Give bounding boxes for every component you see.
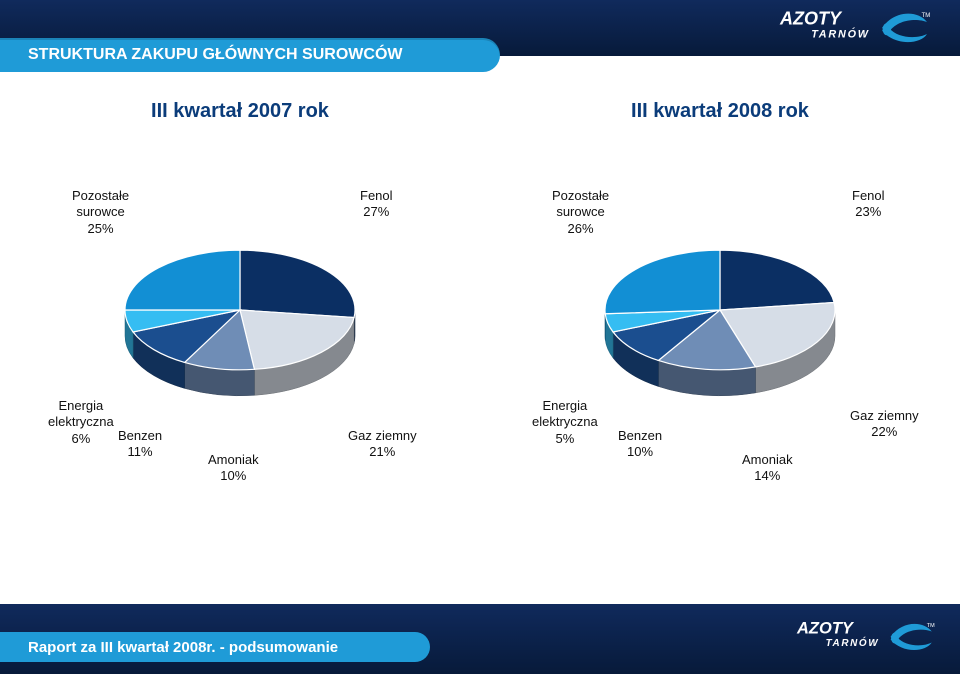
pie-slice [240, 250, 355, 317]
logo-text-bottom-f: TARNÓW [826, 637, 880, 649]
pie-label: Pozostałesurowce25% [72, 188, 129, 237]
pie-label: Amoniak14% [742, 452, 793, 485]
charts-area: Fenol27% Gaz ziemny21% Amoniak10% Benzen11%… [0, 150, 960, 550]
pie-slice [605, 250, 720, 314]
logo-text-top: AZOTY [779, 8, 843, 28]
footer-logo: AZOTY TARNÓW TM [778, 615, 948, 664]
page-title-bar: STRUKTURA ZAKUPU GŁÓWNYCH SUROWCÓW [0, 38, 500, 72]
logo-text-bottom: TARNÓW [811, 28, 870, 41]
logo-swoosh-icon [882, 14, 927, 42]
footer-bar: Raport za III kwartał 2008r. - podsumowa… [0, 632, 430, 662]
logo-swoosh-icon [891, 624, 932, 650]
pie-label: Benzen11% [118, 428, 162, 461]
chart-titles-row: III kwartał 2007 rok III kwartał 2008 ro… [0, 100, 960, 123]
pie-slice [720, 250, 834, 310]
header-logo: AZOTY TARNÓW TM [752, 0, 952, 56]
pie-chart-2008: Fenol23% Gaz ziemny22% Amoniak14% Benzen10%… [480, 150, 960, 550]
pie-label: Energiaelektryczna6% [48, 398, 114, 447]
logo-text-top-f: AZOTY [796, 620, 855, 638]
footer-text: Raport za III kwartał 2008r. - podsumowa… [28, 639, 338, 656]
pie-slice [125, 250, 240, 310]
chart-title-left: III kwartał 2007 rok [0, 100, 480, 123]
pie-label: Fenol23% [852, 188, 885, 221]
page: AZOTY TARNÓW TM STRUKTURA ZAKUPU GŁÓWNYC… [0, 0, 960, 674]
pie-label: Gaz ziemny22% [850, 408, 919, 441]
svg-text:TM: TM [927, 623, 935, 629]
pie-label: Amoniak10% [208, 452, 259, 485]
page-title: STRUKTURA ZAKUPU GŁÓWNYCH SUROWCÓW [28, 46, 402, 64]
pie-label: Fenol27% [360, 188, 393, 221]
pie-label: Energiaelektryczna5% [532, 398, 598, 447]
pie-label: Gaz ziemny21% [348, 428, 417, 461]
pie-label: Benzen10% [618, 428, 662, 461]
pie-chart-2007: Fenol27% Gaz ziemny21% Amoniak10% Benzen11%… [0, 150, 480, 550]
chart-title-right: III kwartał 2008 rok [480, 100, 960, 123]
pie-label: Pozostałesurowce26% [552, 188, 609, 237]
svg-text:TM: TM [922, 13, 931, 19]
